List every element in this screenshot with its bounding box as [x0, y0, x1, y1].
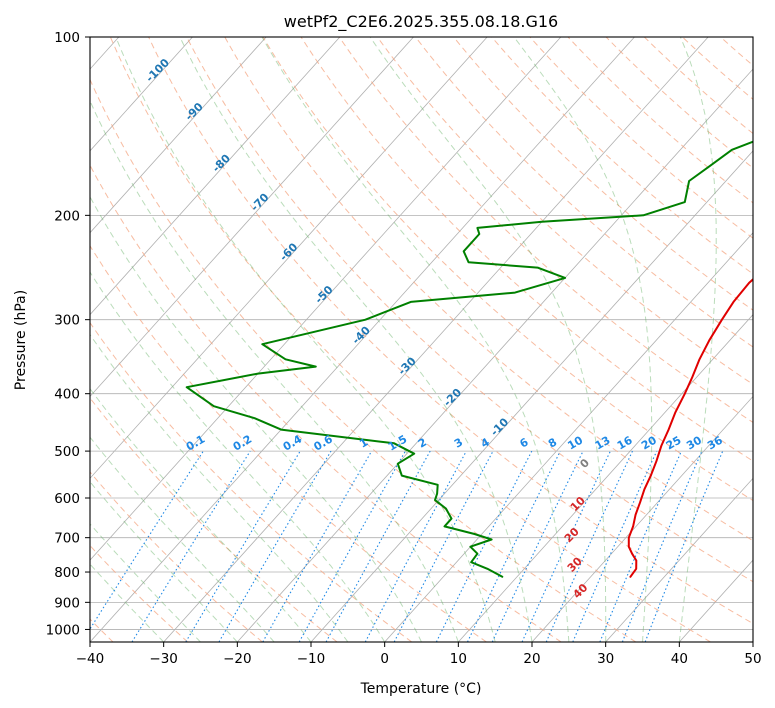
- dewpoint-profile-line: [185, 140, 753, 578]
- moist-adiabat-line: [261, 37, 570, 642]
- grid: [90, 37, 753, 642]
- plot-frame: [89, 36, 754, 643]
- isotherm-gridline: [605, 477, 753, 642]
- x-tick-label: 10: [450, 651, 467, 667]
- chart-title: wetPf2_C2E6.2025.355.08.18.G16: [284, 12, 558, 32]
- mixing-ratio-line: [90, 450, 204, 631]
- dry-adiabat-line: [109, 37, 711, 642]
- isotherm-gridline: [90, 37, 488, 479]
- y-tick-label: 800: [54, 565, 80, 581]
- y-tick-label: 700: [54, 531, 80, 547]
- moist-adiabat-line: [90, 333, 349, 642]
- isotherm-gridline: [310, 150, 753, 642]
- x-tick-label: 40: [671, 651, 688, 667]
- isotherm-gridline: [90, 37, 267, 234]
- x-tick-label: −40: [76, 651, 105, 667]
- isotherm-gridline: [384, 232, 753, 642]
- profiles: [185, 140, 753, 578]
- mixing-ratio-line: [131, 450, 251, 642]
- dry-adiabat-line: [338, 37, 753, 424]
- mixing-ratio-line: [521, 450, 611, 642]
- x-tick-label: 30: [597, 651, 614, 667]
- dry-adiabat-line: [90, 321, 413, 642]
- isotherm-gridline: [90, 37, 341, 316]
- x-tick-label: −30: [149, 651, 178, 667]
- dry-adiabat-line: [224, 37, 753, 542]
- x-axis-label: Temperature (°C): [360, 681, 482, 697]
- moist-adiabat-line: [115, 37, 496, 642]
- mixing-ratio-line: [491, 450, 584, 642]
- dry-adiabat-line: [186, 37, 753, 583]
- isotherm-gridline: [163, 37, 709, 642]
- plot-area: 0.1 0.2 0.4 0.6 1 1.5 2 3 4 6 8 10 13 16 20 25 30 36-100-…: [90, 37, 753, 642]
- dry-adiabat-line: [90, 164, 562, 642]
- dry-adiabats: [90, 37, 753, 642]
- isotherm-gridline: [237, 68, 753, 642]
- y-tick-label: 600: [54, 491, 80, 507]
- dry-adiabat-line: [90, 244, 487, 642]
- moist-adiabat-line: [179, 37, 533, 642]
- x-tick-label: 50: [744, 651, 761, 667]
- y-axis-label: Pressure (hPa): [13, 290, 29, 390]
- y-tick-label: 100: [54, 30, 80, 46]
- axis-ticks: −40 −30 −20 −10 0 10 20 30 40 50 100 200 300 400 500 60…: [46, 30, 762, 667]
- moist-adiabat-line: [678, 37, 717, 642]
- x-tick-label: −20: [223, 651, 252, 667]
- mixing-ratio-line: [467, 450, 561, 642]
- moist-adiabat-line: [90, 387, 312, 642]
- x-tick-label: −10: [297, 651, 326, 667]
- moist-adiabat-line: [90, 436, 275, 642]
- mixing-ratio-line: [185, 450, 301, 642]
- mixing-ratio-line: [599, 450, 682, 642]
- moist-adiabat-line: [513, 37, 653, 642]
- dry-adiabat-line: [605, 37, 753, 169]
- isotherm-gridline: [90, 37, 193, 152]
- x-tick-label: 20: [523, 651, 540, 667]
- dry-adiabat-line: [148, 37, 753, 625]
- y-tick-label: 900: [54, 595, 80, 611]
- dry-adiabat-line: [262, 37, 753, 502]
- isotherm-gridline: [531, 395, 753, 642]
- moist-adiabats: [90, 37, 717, 642]
- dry-adiabat-line: [90, 397, 338, 642]
- mixing-ratio-line: [298, 450, 406, 642]
- mixing-ratio-line: [218, 450, 332, 642]
- mixing-ratio-line: [325, 450, 431, 642]
- mixing-ratio-line: [545, 450, 633, 642]
- moist-adiabat-line: [90, 99, 459, 642]
- y-tick-label: 500: [54, 444, 80, 460]
- dry-adiabat-line: [415, 37, 753, 348]
- temperature-profile-line: [627, 278, 753, 578]
- mixing-ratio-line: [621, 450, 703, 642]
- y-tick-label: 200: [54, 208, 80, 224]
- x-tick-label: 0: [380, 651, 389, 667]
- dry-adiabat-line: [453, 37, 753, 311]
- mixing-ratio-lines: [90, 450, 724, 642]
- isotherm-gridline: [90, 37, 414, 398]
- isotherm-gridline: [458, 313, 753, 642]
- isotherm-gridline: [90, 37, 562, 561]
- moist-adiabat-line: [369, 37, 607, 642]
- y-tick-label: 400: [54, 387, 80, 403]
- mixing-ratio-line: [262, 450, 373, 642]
- y-tick-label: 300: [54, 313, 80, 329]
- isotherm-gridline: [90, 37, 635, 642]
- dry-adiabat-line: [491, 37, 753, 275]
- y-tick-label: 1000: [46, 622, 80, 638]
- dry-adiabat-line: [376, 37, 753, 385]
- moist-adiabat-line: [90, 271, 386, 642]
- moist-adiabat-line: [90, 481, 238, 642]
